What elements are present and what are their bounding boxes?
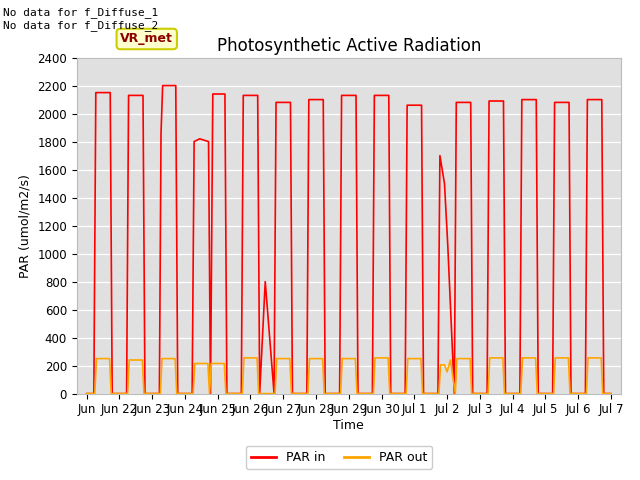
PAR in [254, 93, 262, 98]
X-axis label: Time: Time [333, 419, 364, 432]
PAR in [83, 391, 90, 396]
Text: VR_met: VR_met [120, 33, 173, 46]
PAR in [338, 93, 346, 98]
Line: PAR in: PAR in [86, 85, 611, 394]
Title: Photosynthetic Active Radiation: Photosynthetic Active Radiation [216, 36, 481, 55]
PAR in [518, 97, 525, 103]
PAR out [533, 391, 541, 396]
PAR in [159, 83, 166, 88]
PAR in [607, 391, 615, 396]
PAR out [253, 355, 261, 361]
PAR out [83, 391, 90, 396]
PAR in [565, 99, 573, 105]
PAR in [196, 136, 204, 142]
PAR in [534, 391, 542, 396]
Line: PAR out: PAR out [86, 358, 611, 394]
Legend: PAR in, PAR out: PAR in, PAR out [246, 446, 433, 469]
PAR out [205, 391, 213, 396]
PAR out [157, 391, 164, 396]
Y-axis label: PAR (umol/m2/s): PAR (umol/m2/s) [19, 174, 32, 277]
PAR out [607, 391, 615, 396]
PAR out [240, 355, 248, 361]
PAR out [532, 355, 540, 361]
Text: No data for f_Diffuse_1
No data for f_Diffuse_2: No data for f_Diffuse_1 No data for f_Di… [3, 7, 159, 31]
PAR out [386, 391, 394, 396]
